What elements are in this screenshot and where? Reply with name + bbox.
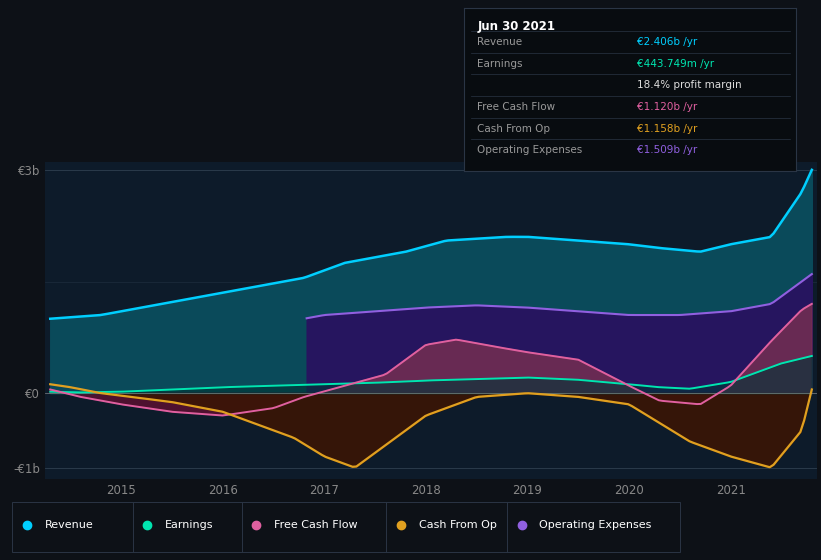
FancyBboxPatch shape	[12, 502, 680, 552]
Text: €1.158b /yr: €1.158b /yr	[637, 124, 697, 134]
Text: Earnings: Earnings	[165, 520, 213, 530]
Text: Cash From Op: Cash From Op	[419, 520, 497, 530]
Text: Operating Expenses: Operating Expenses	[477, 145, 582, 155]
Text: Free Cash Flow: Free Cash Flow	[273, 520, 357, 530]
Text: Revenue: Revenue	[44, 520, 93, 530]
Text: Revenue: Revenue	[477, 37, 522, 47]
Text: Free Cash Flow: Free Cash Flow	[477, 102, 555, 112]
Text: Operating Expenses: Operating Expenses	[539, 520, 652, 530]
Text: €1.120b /yr: €1.120b /yr	[637, 102, 697, 112]
Text: Earnings: Earnings	[477, 59, 523, 69]
Text: Jun 30 2021: Jun 30 2021	[477, 20, 555, 33]
Text: Cash From Op: Cash From Op	[477, 124, 550, 134]
Text: 18.4% profit margin: 18.4% profit margin	[637, 80, 741, 90]
Text: €1.509b /yr: €1.509b /yr	[637, 145, 697, 155]
Text: €2.406b /yr: €2.406b /yr	[637, 37, 697, 47]
Text: €443.749m /yr: €443.749m /yr	[637, 59, 714, 69]
